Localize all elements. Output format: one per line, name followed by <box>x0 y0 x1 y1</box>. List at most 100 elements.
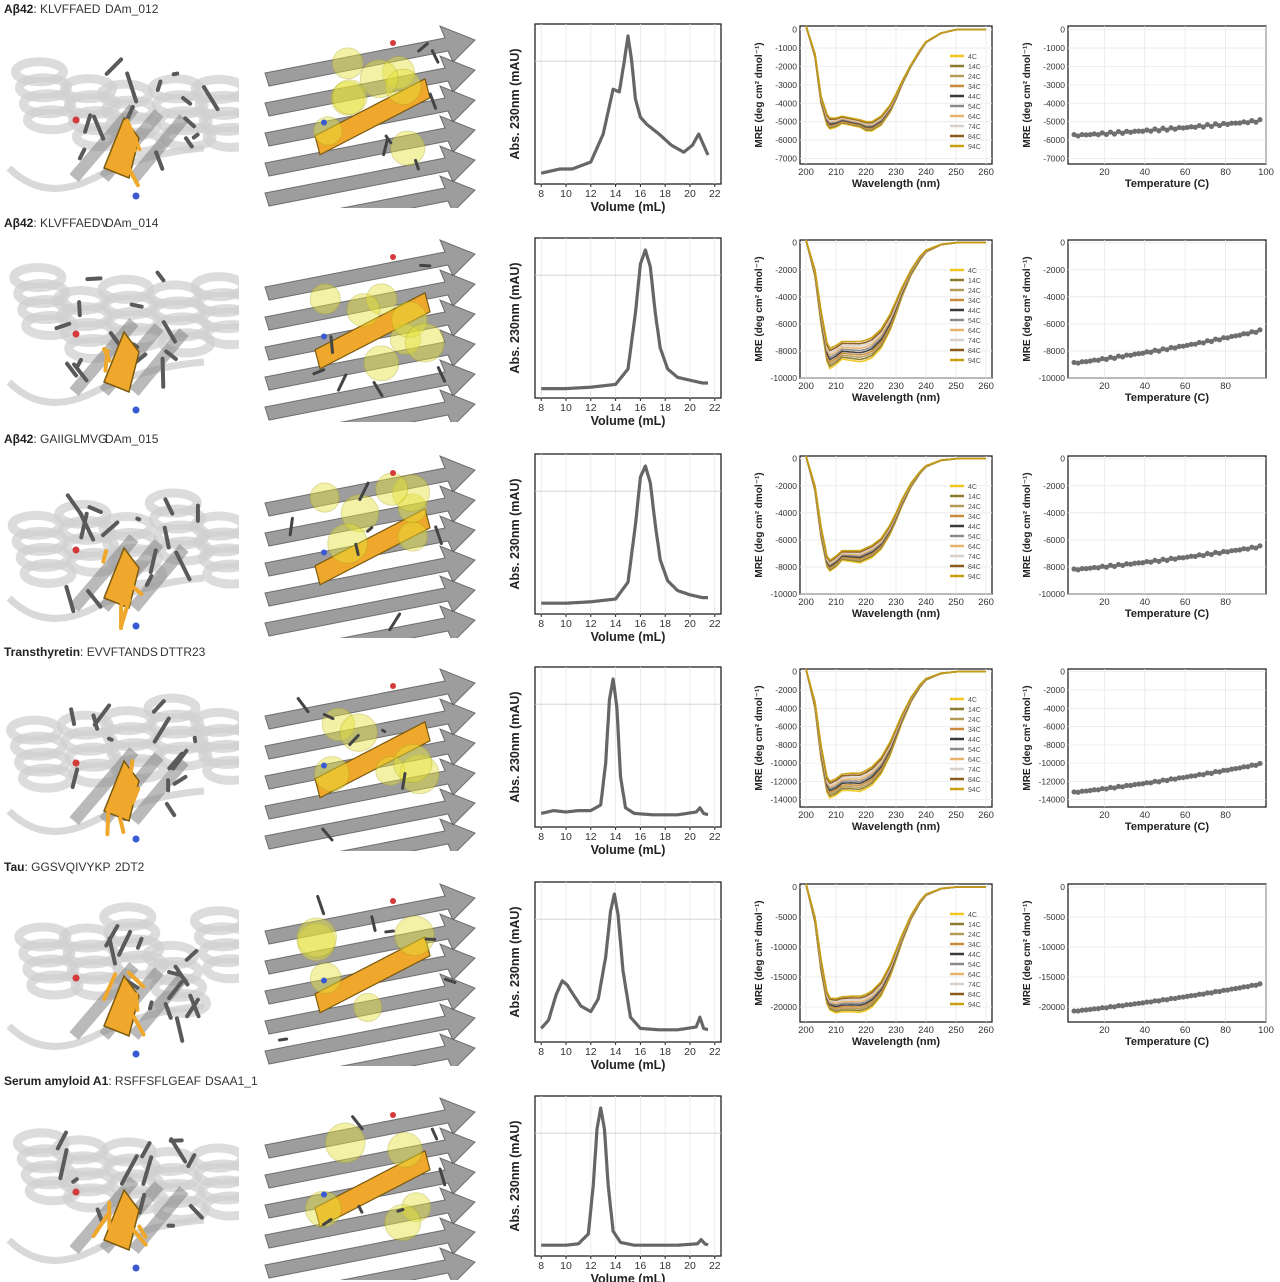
x-axis-label: Volume (mL) <box>591 843 666 857</box>
legend-label: 74C <box>968 554 981 561</box>
y-tick-label: -8000 <box>1043 346 1065 356</box>
side-chain-stick <box>359 1206 362 1212</box>
x-tick-label: 80 <box>1220 810 1231 821</box>
y-tick-label: -2000 <box>1043 481 1065 491</box>
melt-point <box>1257 327 1262 332</box>
protein-name: Aβ42 <box>4 216 33 230</box>
peptide-side-chain <box>105 351 107 371</box>
x-tick-label: 250 <box>948 381 964 392</box>
x-tick-label: 250 <box>948 597 964 608</box>
y-tick-label: -6000 <box>775 535 797 545</box>
x-tick-label: 20 <box>684 402 696 414</box>
design-name: DAm_014 <box>105 216 158 230</box>
nitrogen-atom <box>321 763 327 769</box>
plot-frame <box>535 238 721 398</box>
hydrophobic-sphere <box>391 131 425 165</box>
ab42-klvffaed-complex-overview <box>4 18 239 208</box>
y-tick-label: -12000 <box>1039 776 1066 786</box>
legend-label: 14C <box>968 278 981 285</box>
x-tick-label: 20 <box>684 831 696 843</box>
hydrophobic-sphere <box>332 48 363 79</box>
oxygen-atom <box>73 760 80 767</box>
legend-label: 74C <box>968 124 981 131</box>
x-tick-label: 240 <box>918 1025 934 1036</box>
x-tick-label: 230 <box>888 1025 904 1036</box>
x-axis-label: Volume (mL) <box>591 1272 666 1282</box>
row-title: Aβ42: KLVFFAEDV <box>4 216 108 230</box>
y-tick-label: -6000 <box>775 319 797 329</box>
hydrophobic-sphere <box>405 323 444 362</box>
y-axis-label: MRE (deg cm² dmol⁻¹) <box>1022 685 1033 790</box>
x-tick-label: 22 <box>709 188 721 200</box>
peptide-sequence: : KLVFFAED <box>33 2 100 16</box>
x-tick-label: 260 <box>978 810 994 821</box>
x-tick-label: 20 <box>1099 597 1110 608</box>
side-chain-stick <box>421 265 430 266</box>
y-axis-label: Abs. 230nm (mAU) <box>508 48 522 159</box>
y-tick-label: -3000 <box>1043 80 1065 90</box>
x-tick-label: 8 <box>538 402 544 414</box>
side-chain-stick <box>73 1179 77 1182</box>
plot-frame <box>535 454 721 614</box>
y-tick-label: -4000 <box>775 508 797 518</box>
y-tick-label: -2000 <box>775 685 797 695</box>
y-axis-label: Abs. 230nm (mAU) <box>508 262 522 373</box>
x-axis-label: Wavelength (nm) <box>852 1036 941 1048</box>
y-tick-label: -12000 <box>771 776 798 786</box>
legend-label: 84C <box>968 992 981 999</box>
oxygen-atom <box>73 117 80 124</box>
hydrophobic-sphere <box>395 916 435 956</box>
nitrogen-atom <box>133 193 140 200</box>
nitrogen-atom <box>133 1265 140 1272</box>
x-tick-label: 260 <box>978 597 994 608</box>
y-tick-label: -5000 <box>775 117 797 127</box>
y-tick-label: -10000 <box>1039 589 1066 599</box>
y-tick-label: -4000 <box>775 292 797 302</box>
y-tick-label: -3000 <box>775 80 797 90</box>
side-chain-stick <box>80 150 84 159</box>
x-tick-label: 210 <box>828 381 844 392</box>
y-tick-label: -10000 <box>1039 373 1066 383</box>
x-axis-label: Volume (mL) <box>591 200 666 214</box>
side-chain-stick <box>132 305 142 307</box>
x-tick-label: 260 <box>978 381 994 392</box>
x-tick-label: 20 <box>684 618 696 630</box>
nitrogen-atom <box>133 407 140 414</box>
y-tick-label: -15000 <box>771 972 798 982</box>
helix-coil <box>207 760 239 780</box>
helix-coil <box>207 325 239 345</box>
x-axis-label: Temperature (C) <box>1125 178 1209 190</box>
legend-label: 44C <box>968 308 981 315</box>
y-tick-label: -6000 <box>775 135 797 145</box>
x-tick-label: 20 <box>1099 810 1110 821</box>
row-title: Serum amyloid A1: RSFFSFLGEAF <box>4 1074 201 1088</box>
x-axis-label: Temperature (C) <box>1125 608 1209 620</box>
x-axis-label: Temperature (C) <box>1125 392 1209 404</box>
legend-label: 14C <box>968 922 981 929</box>
x-axis-label: Wavelength (nm) <box>852 392 941 404</box>
legend-label: 84C <box>968 564 981 571</box>
plot-frame <box>1068 26 1266 164</box>
y-axis-label: MRE (deg cm² dmol⁻¹) <box>1022 256 1033 361</box>
side-chain-stick <box>79 302 80 315</box>
x-tick-label: 20 <box>684 1046 696 1058</box>
x-tick-label: 14 <box>610 402 622 414</box>
x-tick-label: 12 <box>585 1046 597 1058</box>
side-chain-stick <box>107 59 121 73</box>
y-axis-label: MRE (deg cm² dmol⁻¹) <box>754 685 765 790</box>
legend-label: 24C <box>968 717 981 724</box>
y-tick-label: 0 <box>792 882 797 892</box>
y-tick-label: 0 <box>1060 882 1065 892</box>
y-tick-label: -6000 <box>775 722 797 732</box>
y-tick-label: 0 <box>792 238 797 248</box>
hydrophobic-sphere <box>364 346 399 381</box>
y-tick-label: 0 <box>1060 25 1065 35</box>
y-axis-label: MRE (deg cm² dmol⁻¹) <box>754 472 765 577</box>
x-tick-label: 12 <box>585 831 597 843</box>
x-tick-label: 200 <box>798 597 814 608</box>
x-tick-label: 22 <box>709 831 721 843</box>
